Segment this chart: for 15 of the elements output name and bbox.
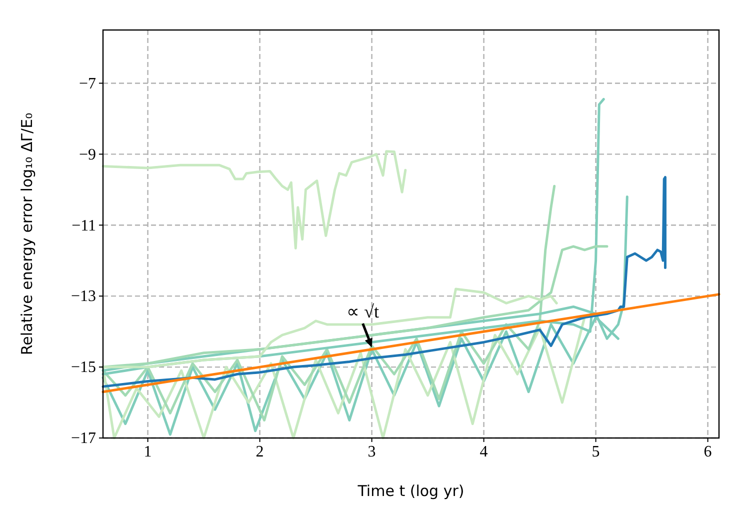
y-tick-label: −17 (70, 430, 96, 448)
y-tick-label: −9 (78, 146, 96, 164)
x-tick-label: 5 (592, 443, 600, 460)
x-axis-title: Time t (log yr) (356, 482, 464, 500)
y-tick-label: −11 (72, 217, 96, 234)
x-tick-label: 2 (256, 443, 264, 460)
x-tick-label: 6 (704, 443, 712, 460)
y-tick-label: −13 (70, 288, 96, 306)
annotation: ∝ √t (346, 302, 379, 322)
y-tick-label: −7 (78, 75, 96, 92)
x-tick-label: 4 (480, 443, 488, 460)
x-tick-label: 3 (368, 443, 376, 460)
y-tick-label: −15 (70, 359, 96, 376)
x-tick-label: 1 (144, 443, 152, 460)
y-axis-title: Relative energy error log₁₀ ΔΓ/E₀ (18, 112, 36, 356)
